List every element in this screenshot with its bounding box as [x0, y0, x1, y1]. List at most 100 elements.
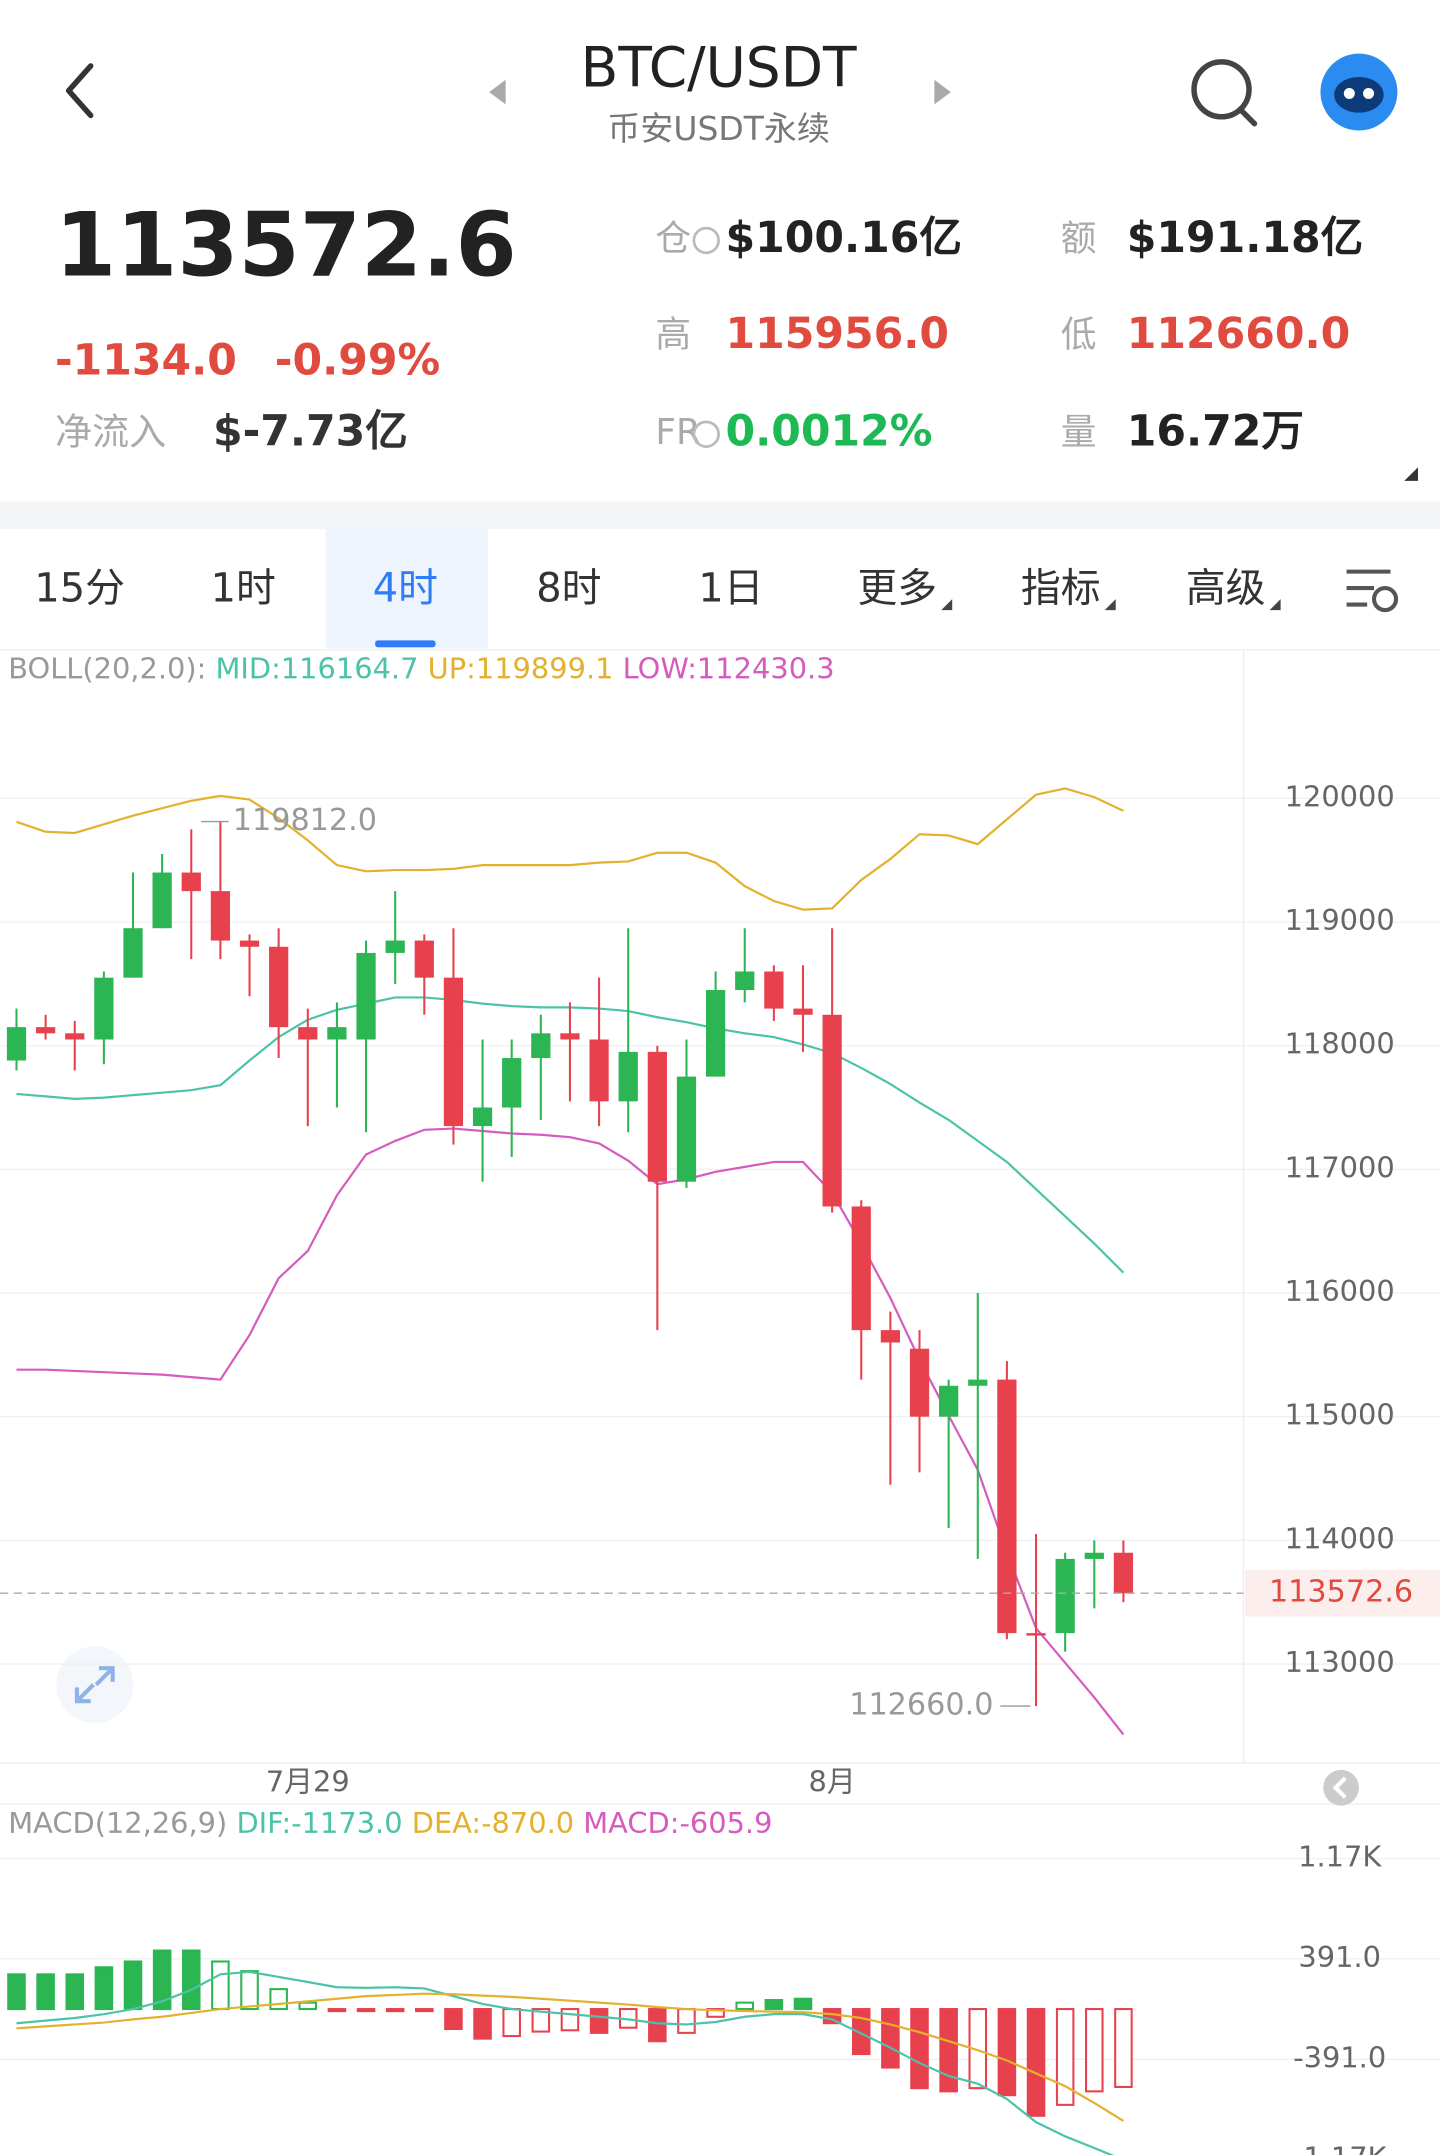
search-button[interactable] [1191, 59, 1258, 127]
y-tick-label: 118000 [1285, 1027, 1395, 1061]
high-annotation: 119812.0 [233, 803, 377, 838]
candle-body [210, 891, 231, 941]
macd-bar [1114, 2008, 1133, 2089]
candle-body [385, 940, 405, 953]
macd-bar [473, 2008, 492, 2040]
timeframe-tab[interactable]: 指标 [1021, 565, 1101, 611]
tabs: 15分 1时 4时 8时 1日 更多 指标 高级 [34, 565, 1281, 611]
y-tick-label: 120000 [1285, 779, 1395, 813]
prev-symbol[interactable] [489, 79, 506, 105]
candle-body [1026, 1633, 1046, 1636]
timeframe-tab[interactable]: 1日 [698, 565, 763, 611]
macd-bar [385, 2008, 405, 2013]
candle-body [356, 952, 376, 1040]
macd-bar [881, 2008, 900, 2069]
timeframe-tab[interactable]: 高级 [1186, 565, 1266, 611]
macd-bar [152, 1949, 172, 2011]
active-tab-indicator [375, 640, 436, 648]
y-tick-label: 114000 [1285, 1521, 1395, 1555]
macd-legend: MACD(12,26,9) DIF:-1173.0 DEA:-870.0 MAC… [8, 1806, 772, 1840]
stat-label: 量 [1061, 412, 1097, 453]
stat-value: 0.0012% [725, 407, 932, 457]
macd-bar [502, 2008, 521, 2038]
candle-body [968, 1379, 988, 1386]
timeframe-tab[interactable]: 更多 [857, 565, 937, 611]
y-tick-label: 1.17K [1298, 1840, 1382, 1874]
macd-bar [851, 2008, 871, 2056]
candle-body [647, 1051, 667, 1182]
legend-item: BOLL(20,2.0): [8, 652, 206, 686]
macd-bar [94, 1966, 114, 2011]
macd-bar [764, 1999, 784, 2011]
indicator-line [16, 1970, 1115, 2155]
legend-item: DIF:-1173.0 [236, 1806, 402, 1840]
candle-body [1055, 1558, 1075, 1634]
back-button[interactable] [65, 63, 94, 119]
candle-body [1113, 1552, 1134, 1594]
timeframe-tab[interactable]: 8时 [536, 565, 601, 611]
stat-label: 高 [655, 315, 691, 356]
macd-bar [1055, 2008, 1075, 2106]
stat-label: 仓 [655, 218, 691, 259]
macd-bar [560, 2008, 580, 2032]
candle-body [502, 1058, 522, 1108]
indicator-line [16, 787, 1124, 911]
macd-bar [1085, 2008, 1104, 2093]
expand-corner[interactable] [1404, 467, 1419, 481]
candle-body [531, 1033, 551, 1059]
net-inflow-label: 净流入 [55, 411, 166, 454]
macd-bar [997, 2008, 1017, 2097]
active-tab-bg [325, 529, 488, 649]
macd-bar [415, 2008, 434, 2013]
stat-label: 额 [1061, 218, 1097, 259]
macd-bar [677, 2008, 696, 2034]
stats: 仓 $100.16亿额 $191.18亿高 115956.0 低 112660.0FR 0.… [655, 213, 1363, 457]
candle-body [298, 1027, 318, 1040]
macd-bar [589, 2008, 609, 2034]
macd-bar [36, 1973, 55, 2011]
macd-bar [910, 2008, 929, 2090]
timeframe-tab[interactable]: 1时 [211, 565, 276, 611]
macd-bar [240, 1970, 259, 2011]
next-symbol[interactable] [934, 79, 951, 105]
candle-body [822, 1014, 842, 1207]
y-tick-label: 391.0 [1298, 1940, 1381, 1974]
y-tick-label: 116000 [1285, 1274, 1395, 1308]
y-tick-label: 119000 [1285, 903, 1395, 937]
stat-value: 16.72万 [1127, 407, 1304, 457]
candle-body [6, 1027, 27, 1061]
legend-item: MACD:-605.9 [583, 1806, 772, 1840]
avatar[interactable] [1320, 53, 1398, 131]
timeframe-tab[interactable]: 4时 [373, 565, 438, 611]
macd-bar [7, 1973, 26, 2011]
macd-bar [648, 2008, 667, 2043]
candle-body [560, 1033, 580, 1040]
candle-body [94, 977, 114, 1040]
last-price-label: 113572.6 [1269, 1575, 1413, 1610]
last-price-tag [1244, 1569, 1440, 1617]
candle-body [735, 971, 755, 991]
stat-label: 低 [1061, 315, 1097, 356]
legend-item: UP:119899.1 [428, 652, 614, 686]
symbol-subtitle: 币安USDT永续 [607, 109, 829, 148]
chart-settings[interactable] [1346, 569, 1399, 613]
macd-bar [706, 2008, 725, 2018]
candle-body [269, 946, 289, 1028]
reset-button[interactable] [1323, 1769, 1359, 1806]
candle-body [1084, 1552, 1104, 1559]
info-icon [692, 420, 721, 448]
y-tick-label: 117000 [1285, 1150, 1395, 1184]
timeframe-tab[interactable]: 15分 [34, 565, 125, 611]
legend-item: DEA:-870.0 [412, 1806, 574, 1840]
stat-value: 112660.0 [1127, 309, 1351, 359]
candle-body [239, 940, 260, 947]
macd-bar [793, 1997, 813, 2011]
candle-body [909, 1348, 930, 1417]
fullscreen-button[interactable] [56, 1646, 134, 1724]
last-price: 113572.6 [55, 193, 517, 296]
macd-bar [181, 1949, 201, 2011]
candle-body [676, 1076, 697, 1182]
x-tick-label: 7月29 [266, 1765, 350, 1799]
